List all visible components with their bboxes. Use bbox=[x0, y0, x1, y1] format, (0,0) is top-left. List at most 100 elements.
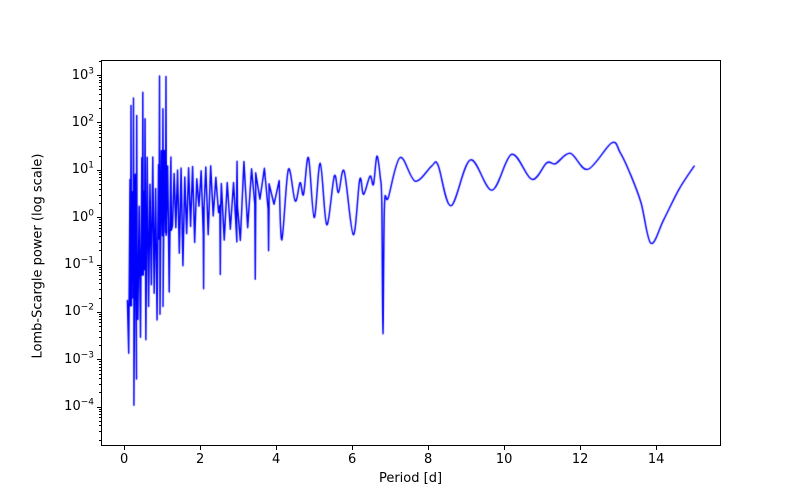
y-minor-tick-mark bbox=[98, 172, 101, 173]
x-tick-label: 6 bbox=[348, 452, 357, 467]
y-minor-tick-mark bbox=[98, 219, 101, 221]
x-tick-mark bbox=[123, 446, 125, 450]
y-tick-mark bbox=[97, 311, 101, 313]
y-minor-tick-mark bbox=[98, 326, 101, 328]
y-minor-tick-mark bbox=[98, 283, 101, 285]
y-minor-tick-mark bbox=[98, 79, 101, 81]
x-tick-label: 4 bbox=[272, 452, 281, 467]
y-minor-tick-mark bbox=[98, 236, 101, 238]
y-tick-mark bbox=[97, 406, 101, 408]
x-tick-label: 2 bbox=[196, 452, 205, 467]
y-minor-tick-mark bbox=[98, 420, 101, 422]
y-axis-label-text: Lomb-Scargle power (log scale) bbox=[30, 153, 46, 359]
y-minor-tick-mark bbox=[98, 417, 101, 419]
y-minor-tick-mark bbox=[98, 194, 101, 196]
y-minor-tick-mark bbox=[98, 77, 101, 79]
x-tick-mark bbox=[503, 446, 505, 450]
y-minor-tick-mark bbox=[98, 322, 101, 324]
y-minor-tick-mark bbox=[98, 314, 101, 316]
y-minor-tick-mark bbox=[98, 241, 101, 243]
y-minor-tick-mark bbox=[98, 289, 101, 291]
y-minor-tick-mark bbox=[98, 369, 101, 371]
y-minor-tick-mark bbox=[98, 275, 101, 277]
y-minor-tick-mark bbox=[98, 297, 101, 299]
y-minor-tick-mark bbox=[98, 408, 101, 410]
y-minor-tick-mark bbox=[98, 177, 101, 179]
y-minor-tick-mark bbox=[98, 188, 101, 190]
x-tick-mark bbox=[351, 446, 353, 450]
y-tick-mark bbox=[97, 264, 101, 266]
y-minor-tick-mark bbox=[98, 425, 101, 427]
y-minor-tick-mark bbox=[98, 361, 101, 363]
y-minor-tick-mark bbox=[98, 221, 101, 223]
x-tick-label: 8 bbox=[424, 452, 433, 467]
y-minor-tick-mark bbox=[98, 336, 101, 338]
y-minor-tick-mark bbox=[98, 250, 101, 252]
y-minor-tick-mark bbox=[98, 330, 101, 332]
y-minor-tick-mark bbox=[98, 278, 101, 280]
x-tick-mark bbox=[275, 446, 277, 450]
y-minor-tick-mark bbox=[98, 93, 101, 95]
y-tick-label: 102 bbox=[71, 113, 94, 130]
x-axis-label: Period [d] bbox=[378, 471, 443, 486]
y-minor-tick-mark bbox=[98, 85, 101, 87]
y-minor-tick-mark bbox=[98, 184, 101, 186]
y-tick-label: 103 bbox=[71, 66, 94, 83]
y-minor-tick-mark bbox=[98, 136, 101, 138]
x-tick-label: 14 bbox=[647, 452, 665, 467]
y-minor-tick-mark bbox=[98, 108, 101, 110]
y-minor-tick-mark bbox=[98, 366, 101, 368]
x-tick-mark bbox=[199, 446, 201, 450]
y-tick-label: 10−4 bbox=[64, 397, 94, 415]
y-minor-tick-mark bbox=[98, 147, 101, 149]
y-minor-tick-mark bbox=[98, 132, 101, 134]
y-tick-label: 10−1 bbox=[64, 255, 94, 273]
x-tick-label: 10 bbox=[495, 452, 513, 467]
y-minor-tick-mark bbox=[98, 99, 101, 101]
y-minor-tick-mark bbox=[98, 378, 101, 380]
x-tick-mark bbox=[655, 446, 657, 450]
y-minor-tick-mark bbox=[98, 413, 101, 415]
y-tick-mark bbox=[97, 75, 101, 77]
y-minor-tick-mark bbox=[98, 266, 101, 268]
y-minor-tick-mark bbox=[98, 345, 101, 346]
y-minor-tick-mark bbox=[98, 89, 101, 91]
y-minor-tick-mark bbox=[98, 180, 101, 182]
y-minor-tick-mark bbox=[98, 82, 101, 84]
y-minor-tick-mark bbox=[98, 384, 101, 386]
plot-frame bbox=[101, 60, 721, 446]
y-tick-label: 10−2 bbox=[64, 303, 94, 320]
y-minor-tick-mark bbox=[98, 439, 101, 441]
y-minor-tick-mark bbox=[98, 363, 101, 365]
y-minor-tick-mark bbox=[98, 141, 101, 143]
y-minor-tick-mark bbox=[98, 231, 101, 233]
y-minor-tick-mark bbox=[98, 127, 101, 129]
y-minor-tick-mark bbox=[98, 373, 101, 375]
y-tick-mark bbox=[97, 217, 101, 219]
y-minor-tick-mark bbox=[98, 202, 101, 204]
x-tick-mark bbox=[579, 446, 581, 450]
y-minor-tick-mark bbox=[98, 392, 101, 394]
y-minor-tick-mark bbox=[98, 411, 101, 413]
y-minor-tick-mark bbox=[98, 227, 101, 229]
y-minor-tick-mark bbox=[98, 431, 101, 433]
y-minor-tick-mark bbox=[98, 319, 101, 321]
y-minor-tick-mark bbox=[98, 269, 101, 271]
x-tick-label: 0 bbox=[120, 452, 129, 467]
y-tick-mark bbox=[97, 122, 101, 124]
x-tick-label: 12 bbox=[571, 452, 589, 467]
y-tick-label: 101 bbox=[71, 161, 94, 178]
y-tick-label: 100 bbox=[71, 208, 94, 225]
y-minor-tick-mark bbox=[98, 124, 101, 126]
y-minor-tick-mark bbox=[98, 316, 101, 318]
y-minor-tick-mark bbox=[98, 60, 101, 62]
y-tick-label: 10−3 bbox=[64, 350, 94, 367]
y-minor-tick-mark bbox=[98, 224, 101, 226]
y-minor-tick-mark bbox=[98, 174, 101, 176]
x-tick-mark bbox=[427, 446, 429, 450]
y-minor-tick-mark bbox=[98, 129, 101, 131]
y-minor-tick-mark bbox=[98, 155, 101, 157]
y-minor-tick-mark bbox=[98, 271, 101, 273]
